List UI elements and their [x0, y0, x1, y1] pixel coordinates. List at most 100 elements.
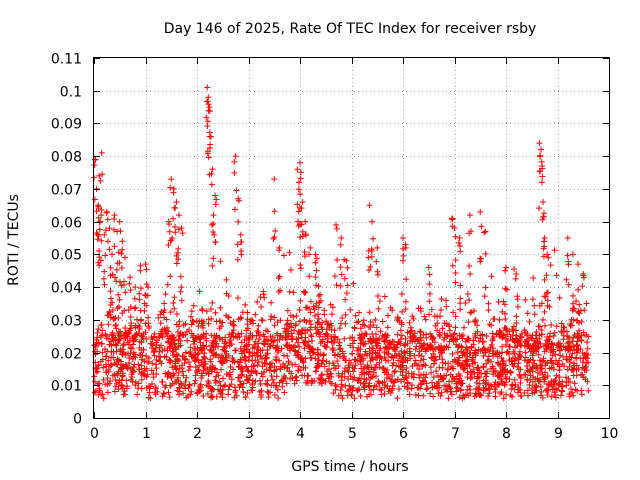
- data-point: [238, 348, 245, 355]
- data-point: [279, 383, 286, 390]
- data-point: [558, 328, 565, 335]
- data-point: [136, 296, 143, 303]
- data-point: [492, 367, 499, 374]
- data-point: [374, 244, 381, 251]
- data-point: [374, 292, 381, 299]
- data-point: [91, 378, 98, 385]
- data-point: [574, 317, 581, 324]
- data-point: [407, 324, 414, 331]
- data-point: [499, 334, 506, 341]
- data-point: [232, 384, 239, 391]
- data-point: [462, 299, 469, 306]
- data-point: [555, 381, 562, 388]
- data-point: [502, 341, 509, 348]
- data-point: [453, 341, 460, 348]
- data-point: [238, 371, 245, 378]
- data-point: [260, 291, 267, 298]
- data-point: [379, 318, 386, 325]
- data-point: [444, 366, 451, 373]
- data-point: [480, 353, 487, 360]
- data-point: [193, 368, 200, 375]
- data-point: [225, 352, 232, 359]
- data-point: [454, 385, 461, 392]
- data-point: [398, 291, 405, 298]
- data-point: [483, 381, 490, 388]
- data-point: [455, 357, 462, 364]
- data-point: [195, 357, 202, 364]
- data-point: [515, 354, 522, 361]
- data-point: [143, 281, 150, 288]
- data-point: [315, 375, 322, 382]
- data-point: [522, 296, 529, 303]
- data-point: [300, 358, 307, 365]
- data-point: [509, 337, 516, 344]
- data-point: [306, 305, 313, 312]
- data-point: [263, 355, 270, 362]
- data-point: [108, 342, 115, 349]
- data-point: [124, 339, 131, 346]
- data-point: [480, 387, 487, 394]
- data-point: [456, 235, 463, 241]
- data-point: [240, 389, 247, 396]
- data-point: [271, 234, 278, 241]
- data-point: [177, 380, 184, 387]
- data-point: [95, 326, 102, 333]
- data-point: [402, 306, 409, 313]
- data-point: [469, 358, 476, 365]
- data-point: [471, 359, 478, 366]
- data-point: [344, 264, 351, 271]
- data-point: [195, 333, 202, 340]
- data-point: [113, 266, 120, 273]
- data-point: [324, 335, 331, 342]
- data-point: [91, 162, 98, 169]
- data-point: [324, 339, 331, 346]
- data-point: [295, 363, 302, 370]
- data-point: [564, 235, 571, 241]
- data-point: [455, 354, 462, 361]
- data-point: [397, 363, 404, 370]
- data-point: [205, 107, 212, 114]
- data-point: [96, 172, 103, 179]
- y-tick-label: 0.02: [51, 347, 82, 363]
- data-point: [289, 335, 296, 342]
- data-point: [271, 322, 278, 329]
- data-point: [374, 268, 381, 275]
- data-point: [199, 356, 206, 363]
- data-point: [534, 375, 541, 382]
- data-point: [192, 345, 199, 352]
- data-point: [161, 325, 168, 332]
- data-point: [91, 389, 98, 396]
- data-point: [342, 296, 349, 303]
- chart-title: Day 146 of 2025, Rate Of TEC Index for r…: [164, 21, 537, 37]
- data-point: [301, 289, 308, 296]
- data-point: [337, 282, 344, 289]
- data-point: [204, 123, 211, 130]
- data-point: [236, 363, 243, 370]
- data-point: [334, 358, 341, 365]
- data-point: [181, 360, 188, 367]
- data-point: [534, 345, 541, 352]
- data-point: [98, 206, 105, 213]
- data-point: [277, 317, 284, 324]
- data-point: [132, 382, 139, 389]
- data-point: [207, 133, 214, 140]
- data-point: [333, 221, 340, 228]
- data-point: [381, 338, 388, 345]
- data-point: [459, 335, 466, 342]
- data-point: [476, 374, 483, 381]
- data-point: [529, 364, 536, 371]
- data-point: [212, 379, 219, 386]
- data-point: [573, 366, 580, 373]
- data-point: [338, 392, 345, 399]
- data-point: [445, 395, 452, 402]
- data-point: [474, 386, 481, 393]
- data-point: [413, 343, 420, 350]
- data-point: [151, 330, 158, 337]
- data-point: [136, 338, 143, 345]
- data-point: [559, 329, 566, 336]
- data-point: [347, 359, 354, 366]
- data-point: [429, 336, 436, 343]
- data-point: [535, 340, 542, 347]
- data-point: [122, 289, 129, 296]
- data-point: [525, 392, 532, 399]
